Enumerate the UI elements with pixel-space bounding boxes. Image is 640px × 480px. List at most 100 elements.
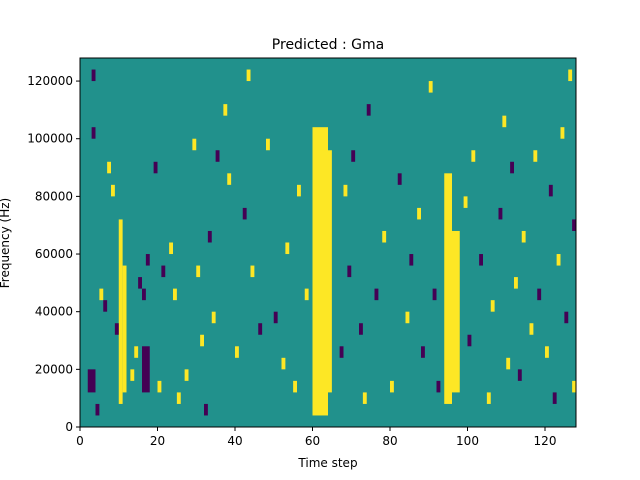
heatmap-cell: [537, 288, 542, 301]
heatmap-cell: [145, 254, 150, 266]
heatmap-cell: [196, 265, 201, 278]
heatmap-cell: [293, 380, 297, 393]
heatmap-cell: [568, 69, 573, 82]
heatmap-band: [122, 265, 127, 393]
heatmap-cell: [215, 150, 220, 162]
heatmap-cell: [556, 254, 561, 266]
heatmap-cell: [242, 207, 247, 220]
heatmap-cell: [479, 254, 483, 266]
heatmap-cell: [548, 184, 553, 197]
heatmap-cell: [463, 196, 468, 208]
heatmap-band: [142, 346, 150, 393]
x-axis: 0 20 40 60 80 100 120: [76, 427, 556, 448]
heatmap-cell: [204, 403, 208, 416]
heatmap-cell: [184, 369, 189, 381]
heatmap-cell: [409, 254, 414, 266]
x-tick-label: 20: [150, 434, 165, 448]
heatmap-cell: [529, 323, 534, 335]
heatmap-cell: [560, 127, 565, 139]
heatmap-cell: [114, 323, 119, 335]
heatmap-cell: [366, 104, 371, 116]
heatmap-cell: [486, 392, 491, 404]
heatmap-cell: [545, 346, 549, 358]
heatmap-cell: [490, 300, 495, 312]
heatmap-cell: [130, 369, 135, 381]
x-tick-label: 40: [227, 434, 242, 448]
heatmap-cell: [405, 311, 410, 324]
x-axis-label: Time step: [297, 456, 357, 470]
heatmap-cell: [521, 230, 526, 243]
heatmap-cell: [246, 69, 251, 82]
heatmap-cell: [192, 138, 197, 151]
heatmap-cell: [359, 323, 363, 335]
heatmap-cell: [103, 300, 108, 312]
heatmap-cell: [227, 173, 232, 185]
x-tick-label: 60: [305, 434, 320, 448]
heatmap-cell: [266, 138, 270, 151]
x-tick-label: 100: [456, 434, 479, 448]
y-tick-label: 60000: [35, 247, 73, 261]
heatmap-band: [87, 369, 96, 393]
heatmap-cell: [173, 288, 177, 301]
heatmap-cell: [347, 265, 352, 278]
heatmap-cell: [111, 184, 115, 197]
y-tick-label: 0: [65, 420, 73, 434]
chart-title: Predicted : Gma: [272, 37, 384, 53]
y-tick-label: 80000: [35, 189, 73, 203]
heatmap-cell: [273, 311, 278, 324]
heatmap-cell: [432, 288, 437, 301]
heatmap-cell: [351, 150, 356, 162]
heatmap-cell: [343, 184, 348, 197]
heatmap-cell: [285, 242, 290, 255]
y-tick-label: 120000: [27, 74, 73, 88]
y-axis-label: Frequency (Hz): [0, 198, 12, 289]
heatmap-cell: [417, 207, 421, 220]
heatmap-cell: [281, 357, 286, 370]
heatmap-cell: [428, 81, 433, 93]
heatmap-cell: [471, 150, 476, 162]
plot-frame: [79, 57, 577, 428]
x-tick-label: 0: [76, 434, 84, 448]
heatmap-cell: [382, 230, 387, 243]
heatmap-cell: [421, 346, 425, 358]
heatmap-cell: [91, 127, 96, 139]
heatmap-cell: [564, 311, 569, 324]
heatmap-cell: [436, 380, 441, 393]
heatmap-cell: [207, 230, 212, 243]
heatmap-cell: [169, 242, 173, 255]
heatmap-cell: [99, 288, 104, 301]
heatmap-cell: [157, 380, 162, 393]
y-tick-label: 100000: [27, 132, 73, 146]
heatmap-cell: [339, 346, 344, 358]
heatmap-cell: [552, 392, 557, 404]
heatmap-cell: [211, 311, 216, 324]
heatmap-cell: [258, 323, 263, 335]
heatmap-cell: [235, 346, 239, 358]
heatmap-cell: [506, 357, 511, 370]
heatmap-cell: [223, 104, 228, 116]
heatmap-cell: [390, 380, 394, 393]
heatmap-cell: [107, 161, 111, 174]
heatmap-cell: [95, 403, 100, 416]
heatmap-cell: [142, 288, 146, 301]
heatmap-cell: [514, 277, 518, 289]
heatmap-cell: [176, 392, 181, 404]
heatmap-cell: [467, 334, 472, 347]
y-axis: 0 20000 40000 60000 80000 100000 120000: [27, 74, 80, 434]
y-tick-label: 40000: [35, 305, 73, 319]
heatmap-cell: [362, 392, 367, 404]
heatmap-cell: [297, 184, 301, 197]
heatmap-band: [316, 150, 332, 393]
heatmap-cell: [250, 265, 255, 278]
heatmap-band: [448, 230, 460, 393]
heatmap-cell: [134, 346, 139, 358]
heatmap-cell: [510, 161, 514, 174]
x-tick-label: 80: [382, 434, 397, 448]
heatmap-cell: [502, 115, 507, 128]
heatmap-band: [118, 219, 123, 404]
heatmap-cell: [572, 380, 576, 393]
heatmap-cell: [498, 207, 503, 220]
heatmap-cell: [91, 69, 96, 82]
heatmap-cell: [517, 369, 522, 381]
y-tick-label: 20000: [35, 362, 73, 376]
